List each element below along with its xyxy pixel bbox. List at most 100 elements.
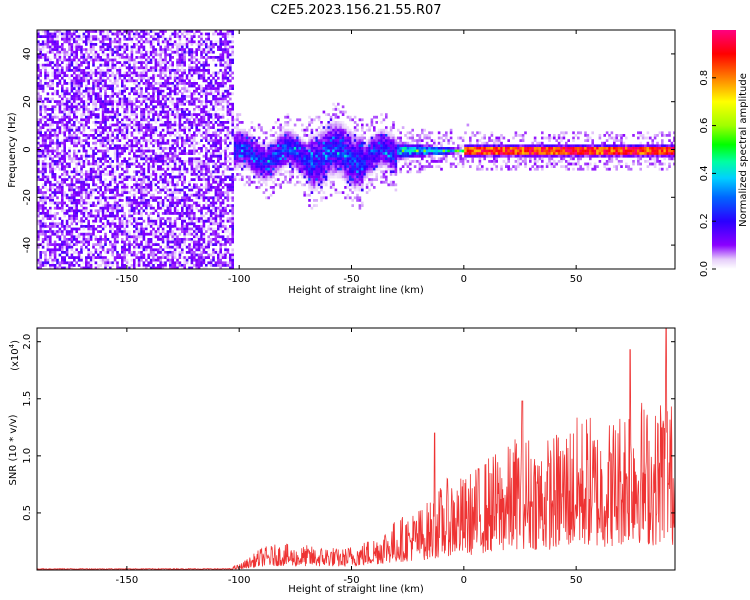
heatmap-cell: [85, 206, 88, 210]
heatmap-cell: [159, 160, 162, 163]
heatmap-cell: [183, 69, 186, 72]
heatmap-cell: [140, 251, 143, 254]
heatmap-cell: [51, 251, 54, 254]
heatmap-cell: [152, 167, 155, 171]
heatmap-cell: [73, 141, 76, 145]
heatmap-cell: [224, 167, 227, 171]
heatmap-cell: [157, 118, 160, 122]
heatmap-cell: [101, 45, 105, 49]
heatmap-cell: [200, 48, 203, 51]
heatmap-cell: [49, 240, 52, 244]
heatmap-cell: [113, 157, 117, 161]
heatmap-cell: [97, 76, 100, 80]
heatmap-cell: [236, 126, 239, 129]
heatmap-cell: [123, 212, 126, 215]
heatmap-cell: [178, 53, 182, 57]
heatmap-cell: [49, 222, 52, 226]
heatmap-cell: [173, 76, 177, 80]
heatmap-cell: [224, 225, 227, 228]
heatmap-cell: [137, 258, 141, 262]
heatmap-cell: [58, 227, 62, 231]
heatmap-cell: [195, 30, 198, 33]
heatmap-cell: [82, 199, 86, 202]
heatmap-cell: [53, 230, 57, 233]
heatmap-cell: [101, 157, 105, 161]
heatmap-cell: [68, 121, 71, 124]
heatmap-cell: [111, 175, 114, 179]
heatmap-cell: [73, 152, 76, 155]
heatmap-cell: [89, 89, 93, 93]
heatmap-cell: [125, 162, 129, 166]
heatmap-cell: [70, 35, 74, 38]
heatmap-cell: [85, 43, 88, 46]
heatmap-cell: [94, 66, 98, 70]
heatmap-cell: [188, 238, 191, 241]
heatmap-cell: [49, 40, 52, 44]
heatmap-cell: [195, 123, 198, 127]
heatmap-cell: [188, 230, 191, 233]
heatmap-cell: [161, 71, 165, 75]
heatmap-cell: [111, 97, 114, 101]
heatmap-cell: [226, 30, 230, 33]
heatmap-cell: [181, 123, 184, 127]
heatmap-cell: [121, 100, 124, 103]
heatmap-cell: [68, 56, 71, 59]
heatmap-cell: [39, 105, 42, 109]
heatmap-cell: [149, 102, 153, 106]
heatmap-cell: [145, 118, 148, 122]
heatmap-cell: [176, 45, 179, 49]
heatmap-cell: [101, 63, 105, 67]
heatmap-cell: [49, 201, 52, 205]
heatmap-cell: [104, 110, 107, 114]
heatmap-cell: [97, 30, 100, 33]
heatmap-cell: [46, 35, 50, 38]
heatmap-cell: [44, 97, 47, 101]
heatmap-cell: [221, 113, 225, 116]
heatmap-cell: [82, 32, 86, 36]
heatmap-cell: [145, 193, 148, 197]
heatmap-cell: [37, 128, 40, 132]
heatmap-cell: [61, 256, 64, 259]
heatmap-cell: [68, 118, 71, 122]
heatmap-cell: [152, 66, 155, 70]
heatmap-cell: [133, 162, 136, 166]
heatmap-cell: [145, 53, 148, 57]
heatmap-cell: [200, 43, 203, 46]
heatmap-cell: [157, 167, 160, 171]
heatmap-cell: [113, 144, 117, 148]
heatmap-cell: [169, 188, 172, 192]
heatmap-cell: [147, 126, 150, 129]
heatmap-cell: [92, 183, 95, 187]
heatmap-cell: [44, 134, 47, 137]
heatmap-cell: [164, 63, 167, 67]
heatmap-cell: [101, 162, 105, 166]
heatmap-cell: [229, 30, 232, 33]
heatmap-cell: [197, 175, 201, 179]
heatmap-cell: [130, 251, 134, 254]
heatmap-cell: [104, 118, 107, 122]
heatmap-cell: [190, 173, 194, 176]
heatmap-cell: [92, 232, 95, 236]
heatmap-cell: [77, 95, 81, 98]
heatmap-cell: [135, 30, 138, 33]
heatmap-cell: [80, 105, 83, 109]
heatmap-cell: [80, 131, 83, 135]
heatmap-cell: [190, 253, 194, 257]
heatmap-cell: [99, 131, 102, 135]
heatmap-cell: [137, 35, 141, 38]
heatmap-cell: [171, 245, 174, 249]
heatmap-cell: [63, 126, 66, 129]
heatmap-cell: [73, 79, 76, 83]
heatmap-cell: [99, 40, 102, 44]
heatmap-cell: [133, 92, 136, 96]
heatmap-cell: [128, 235, 131, 239]
heatmap-cell: [87, 173, 90, 176]
heatmap-cell: [214, 165, 218, 168]
heatmap-cell: [164, 74, 167, 77]
heatmap-cell: [169, 201, 172, 205]
heatmap-cell: [85, 108, 88, 111]
heatmap-cell: [68, 63, 71, 67]
heatmap-cell: [164, 180, 167, 184]
heatmap-cell: [80, 222, 83, 226]
heatmap-cell: [164, 191, 167, 194]
